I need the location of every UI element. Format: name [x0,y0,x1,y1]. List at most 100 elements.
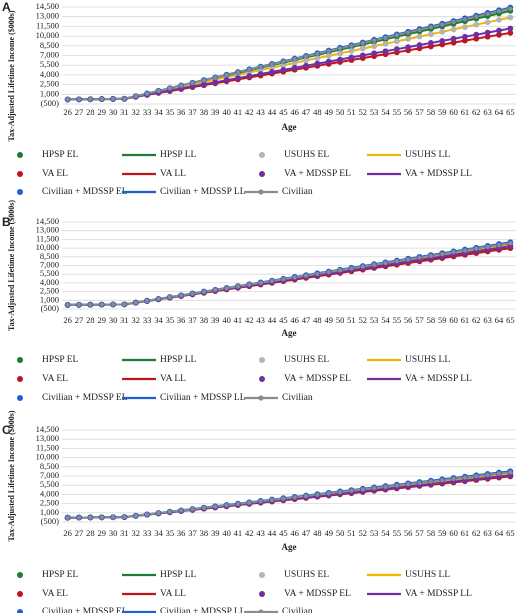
data-point [337,56,343,63]
data-point [326,491,331,496]
data-point [405,36,412,42]
data-point [88,97,93,102]
data-point [360,40,365,46]
x-tick-label: 37 [188,107,197,117]
x-tick-label: 26 [63,315,72,325]
data-point [110,515,116,520]
data-point [484,19,491,26]
data-point [224,503,229,508]
data-point [99,515,104,520]
data-point [144,91,150,96]
data-point [462,24,468,30]
x-tick-label: 34 [154,315,163,325]
data-point [394,32,400,38]
series-line [67,7,511,101]
data-point [383,484,388,489]
data-point [122,96,127,102]
legend-label: USUHS LL [405,150,450,160]
y-axis-title: Tax-Adjusted Lifetime Income ($000s) [7,10,16,141]
x-tick-label: 52 [359,315,368,325]
x-tick-label: 56 [404,315,413,325]
data-point [450,26,457,33]
data-point [451,19,456,25]
data-point [65,515,70,520]
x-tick-label: 65 [506,315,515,325]
legend-label: USUHS EL [284,150,329,160]
data-point [314,55,321,62]
legend-label: HPSP EL [42,355,79,365]
legend-label: VA LL [160,169,186,179]
x-tick-label: 65 [506,107,515,117]
legend-label: HPSP EL [42,150,79,160]
legend-marker [17,357,23,363]
data-point [156,510,161,516]
data-point [291,64,298,71]
x-tick-label: 48 [313,107,322,117]
x-tick-label: 33 [143,315,152,325]
x-tick-label: 41 [234,107,243,117]
data-point [417,255,422,260]
x-tick-label: 38 [200,315,209,325]
legend-label: VA + MDSSP LL [405,589,472,599]
x-tick-label: 44 [268,315,277,325]
data-point [349,266,354,271]
y-tick-label: 5,500 [40,479,59,489]
legend-label: VA LL [160,589,186,599]
x-tick-label: 39 [211,107,220,117]
x-tick-label: 62 [472,528,481,538]
legend-label: VA + MDSSP EL [284,374,351,384]
x-tick-label: 57 [415,315,424,325]
data-point [337,267,343,273]
y-tick-label: 11,500 [36,233,59,243]
x-tick-label: 41 [234,315,243,325]
data-point [178,83,184,88]
legend-marker [17,572,23,578]
y-tick-label: 1,000 [40,88,59,98]
data-point [462,33,468,40]
series-line [67,242,511,306]
data-point [224,285,229,291]
y-tick-label: 13,000 [36,433,59,443]
legend-label: VA EL [42,589,68,599]
x-tick-label: 54 [381,528,390,538]
x-tick-label: 35 [166,528,175,538]
y-tick-label: 13,000 [36,225,59,235]
data-point [360,264,365,269]
y-tick-label: 7,000 [40,259,59,269]
x-tick-label: 32 [132,107,141,117]
x-tick-label: 49 [324,107,333,117]
data-point [167,294,173,300]
x-tick-label: 51 [347,528,356,538]
x-tick-label: 55 [393,528,402,538]
x-tick-label: 44 [268,107,277,117]
x-tick-label: 28 [86,315,95,325]
data-point [507,29,514,36]
data-point [405,257,411,262]
data-point [223,77,230,84]
x-tick-label: 28 [86,528,95,538]
x-tick-label: 36 [177,107,186,117]
legend-marker-dot [258,609,264,613]
y-tick-label: 5,500 [40,59,59,69]
legend-label: Civilian + MDSSP EL [42,607,128,613]
data-point [133,513,138,518]
y-tick-label: 10,000 [36,242,59,252]
legend-label: Civilian [282,607,313,613]
x-tick-label: 47 [302,315,311,325]
data-point [201,78,207,83]
legend-marker [259,376,265,382]
y-tick-label: (500) [41,98,60,108]
legend-marker [259,171,265,177]
panel-label: C [2,423,11,437]
x-tick-label: 42 [245,315,254,325]
data-point [247,500,252,505]
x-tick-label: 51 [347,315,356,325]
data-point [167,509,173,515]
x-tick-label: 49 [324,528,333,538]
data-point [485,244,490,250]
x-tick-label: 45 [279,528,288,538]
data-point [349,43,354,48]
data-point [325,58,332,65]
x-tick-label: 30 [109,528,118,538]
legend-label: USUHS LL [405,355,450,365]
